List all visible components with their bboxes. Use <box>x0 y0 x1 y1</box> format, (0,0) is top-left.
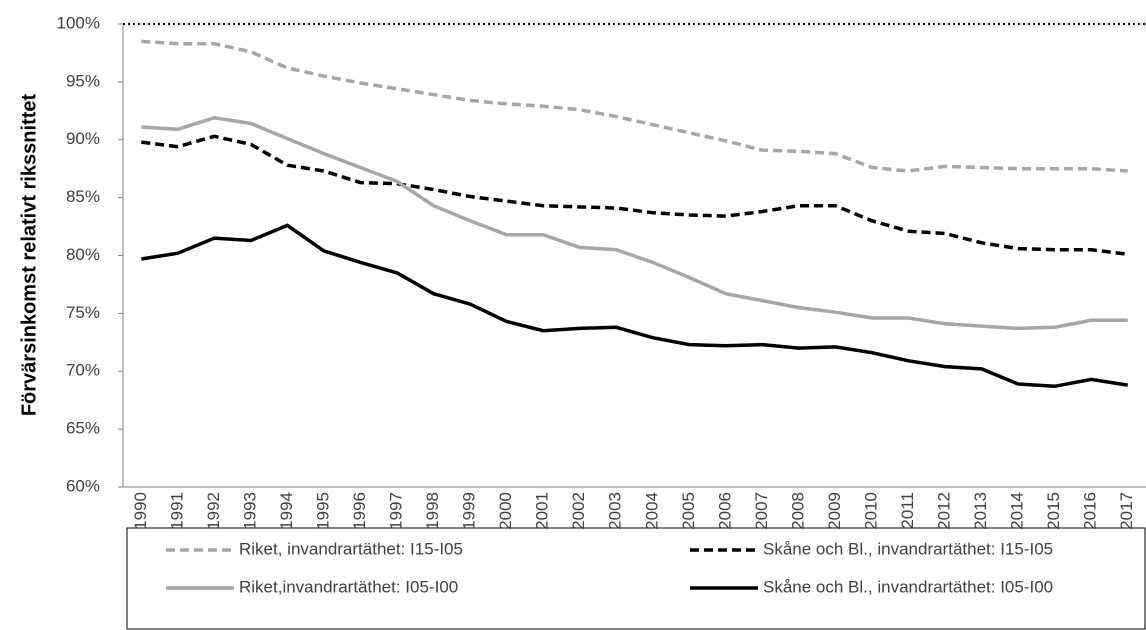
y-tick-label: 75% <box>66 303 100 322</box>
x-tick-label: 2004 <box>642 492 661 530</box>
x-tick-label: 2012 <box>935 492 954 530</box>
x-tick-label: 2007 <box>752 492 771 530</box>
legend-label: Riket,invandrartäthet: I05-I00 <box>239 577 458 596</box>
y-tick-label: 100% <box>57 13 100 32</box>
series-line <box>141 39 1128 173</box>
x-tick-label: 2006 <box>715 492 734 530</box>
x-tick-label: 1994 <box>277 492 296 530</box>
legend-label: Skåne och Bl., invandrartäthet: I15-I05 <box>763 539 1053 558</box>
x-tick-label: 2009 <box>825 492 844 530</box>
y-tick-label: 80% <box>66 245 100 264</box>
x-tick-label: 2003 <box>606 492 625 530</box>
x-tick-label: 1992 <box>204 492 223 530</box>
x-tick-label: 1996 <box>350 492 369 530</box>
x-tick-label: 2005 <box>679 492 698 530</box>
y-axis-title: Förvärsinkomst relativt rikssnittet <box>18 93 40 416</box>
y-tick-label: 85% <box>66 187 100 206</box>
x-tick-label: 2015 <box>1044 492 1063 530</box>
x-tick-label: 1997 <box>387 492 406 530</box>
x-tick-label: 2001 <box>533 492 552 530</box>
series-line <box>141 116 1128 331</box>
x-tick-label: 2002 <box>569 492 588 530</box>
y-tick-label: 95% <box>66 71 100 90</box>
x-tick-label: 1991 <box>167 492 186 530</box>
y-tick-label: 90% <box>66 129 100 148</box>
legend-box <box>126 527 1146 630</box>
x-tick-label: 2010 <box>861 492 880 530</box>
x-tick-label: 2008 <box>788 492 807 530</box>
legend-label: Skåne och Bl., invandrartäthet: I05-I00 <box>763 577 1053 596</box>
x-tick-label: 2017 <box>1117 492 1136 530</box>
x-tick-label: 1990 <box>131 492 150 530</box>
series-line <box>141 223 1128 389</box>
legend-label: Riket, invandrartäthet: I15-I05 <box>239 539 463 558</box>
x-tick-label: 1998 <box>423 492 442 530</box>
x-tick-label: 2013 <box>971 492 990 530</box>
y-tick-label: 65% <box>66 419 100 438</box>
x-tick-label: 1993 <box>240 492 259 530</box>
x-tick-label: 1995 <box>313 492 332 530</box>
series-line <box>141 134 1128 257</box>
x-tick-label: 2016 <box>1081 492 1100 530</box>
x-tick-label: 2014 <box>1008 492 1027 530</box>
x-tick-label: 2000 <box>496 492 515 530</box>
x-tick-label: 2011 <box>898 492 917 529</box>
y-tick-label: 70% <box>66 361 100 380</box>
x-tick-label: 1999 <box>460 492 479 530</box>
y-tick-label: 60% <box>66 476 100 495</box>
